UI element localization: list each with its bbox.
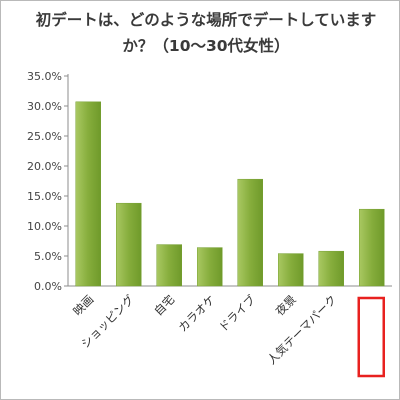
bar xyxy=(197,247,223,287)
bar xyxy=(156,244,182,287)
x-tick-label: ドライブ xyxy=(216,292,259,335)
x-tick-label: カラオケ xyxy=(175,292,217,334)
y-tick-label: 25.0% xyxy=(27,130,62,143)
x-tick-label: 人気テーマパーク xyxy=(264,292,339,367)
bar xyxy=(278,253,304,287)
y-tick-label: 0.0% xyxy=(34,280,62,293)
x-tick-label: 夜景 xyxy=(273,292,299,318)
y-tick-label: 30.0% xyxy=(27,100,62,113)
highlight-overlay xyxy=(357,296,385,378)
bar xyxy=(359,208,385,287)
bar xyxy=(75,101,101,287)
y-tick-label: 5.0% xyxy=(34,250,62,263)
bar xyxy=(318,250,344,287)
x-tick-label: 自宅 xyxy=(151,292,177,318)
y-tick-label: 10.0% xyxy=(27,220,62,233)
y-tick-label: 20.0% xyxy=(27,160,62,173)
highlight-box xyxy=(357,296,385,378)
y-axis-ticks: 0.0% 5.0% 10.0% 15.0% 20.0% 25.0% 30.0% 35.0% xyxy=(27,70,68,293)
bars-group xyxy=(75,101,385,287)
chart-title: 初デートは、どのような場所でデートしていますか？（10〜30代女性） xyxy=(35,11,377,55)
bar xyxy=(237,178,263,287)
bar xyxy=(116,202,142,287)
y-tick-label: 15.0% xyxy=(27,190,62,203)
x-tick-label: 映画 xyxy=(70,292,96,318)
y-tick-label: 35.0% xyxy=(27,70,62,83)
